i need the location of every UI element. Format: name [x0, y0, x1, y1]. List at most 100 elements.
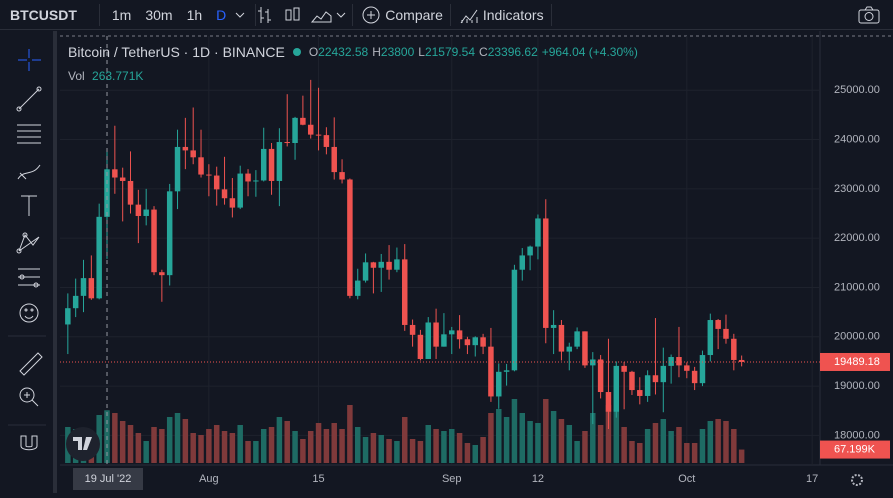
indicators-button[interactable]: Indicators	[482, 6, 544, 23]
y-tick-label: 23000.00	[834, 183, 880, 195]
candle-body	[151, 209, 157, 273]
candle-body	[503, 370, 510, 372]
legend-change: +964.04 (+4.30%)	[541, 45, 638, 59]
volume-bar	[354, 427, 361, 463]
candle-body	[190, 150, 196, 158]
chevron[interactable]	[233, 8, 247, 22]
candle-body	[323, 135, 330, 147]
candle-body	[245, 173, 251, 182]
candle-body	[370, 262, 377, 268]
volume-bar	[245, 441, 251, 463]
candle-body	[417, 334, 424, 359]
candle-body	[590, 359, 596, 366]
candle-body	[276, 142, 283, 181]
candle-body	[621, 365, 627, 372]
volume-bar	[472, 445, 478, 463]
candle-body	[213, 175, 220, 190]
candle-body	[691, 370, 698, 384]
volume-bar	[707, 421, 714, 463]
legend-key: C	[479, 45, 488, 59]
candle-body	[237, 173, 243, 208]
candle-body	[582, 331, 588, 366]
candle-body	[166, 191, 173, 276]
interval[interactable]: D	[216, 6, 227, 23]
volume-bar	[159, 429, 165, 463]
volume-bar	[127, 425, 134, 463]
candle-body	[80, 278, 87, 296]
candle-body	[496, 371, 502, 397]
volume-bar	[543, 399, 549, 463]
candle-body	[354, 280, 361, 296]
top-toolbar: BTCUSDT 1m 30m 1h D Compare Indicators	[0, 0, 893, 30]
volume-bar	[119, 421, 126, 463]
candle-body	[88, 278, 95, 299]
candle-body	[292, 117, 298, 144]
volume-bar	[402, 417, 408, 463]
candle-body	[527, 246, 533, 256]
y-tick-label: 21000.00	[834, 281, 880, 293]
volume-bar	[621, 427, 627, 463]
drawing-tools[interactable]	[0, 31, 53, 493]
y-tick-label: 22000.00	[834, 232, 880, 244]
candle-body	[253, 180, 259, 182]
volume-bar	[339, 429, 345, 463]
y-tick-label: 19000.00	[834, 380, 880, 392]
volume-bar	[315, 423, 322, 463]
status-dot	[292, 48, 301, 56]
volume-bar	[394, 441, 400, 463]
volume-bar	[527, 421, 533, 463]
snapshot-icon[interactable]	[857, 5, 881, 25]
candle-body	[550, 324, 557, 328]
volume-bar	[605, 405, 612, 463]
compare-icon[interactable]	[361, 5, 381, 25]
candle-body	[104, 169, 110, 217]
interval[interactable]: 1m	[111, 6, 132, 23]
candle-body	[723, 328, 729, 339]
volume-bar	[464, 443, 471, 463]
compare-button[interactable]: Compare	[385, 6, 443, 23]
candle-body	[668, 357, 674, 366]
y-tick-label: 24000.00	[834, 133, 880, 145]
volume-bar	[284, 421, 290, 463]
volume-key: Vol	[68, 69, 85, 83]
legend-low: 21579.54	[424, 45, 476, 59]
last-price-box	[820, 352, 890, 371]
candle-body	[331, 146, 337, 173]
candle-body	[402, 259, 408, 325]
candle-body	[300, 117, 306, 125]
volume-bar	[597, 425, 604, 463]
interval[interactable]: 1h	[186, 6, 203, 23]
volume-bar	[558, 419, 565, 463]
volume-bar	[738, 449, 745, 463]
x-tick-label: 15	[312, 473, 324, 485]
legend-high: 23800	[380, 45, 415, 59]
settings-icon	[851, 474, 863, 486]
volume-bar	[676, 427, 682, 463]
candle-body	[613, 365, 620, 412]
volume-bar	[488, 413, 494, 463]
candle-body	[425, 322, 431, 359]
chart-type-icons[interactable]	[256, 4, 346, 26]
interval[interactable]: 30m	[145, 6, 173, 23]
volume-bar	[229, 433, 236, 463]
volume-bar	[425, 425, 431, 463]
volume-bar	[174, 413, 181, 463]
volume-bar	[323, 429, 330, 463]
candle-body	[268, 148, 275, 181]
separator	[449, 3, 451, 26]
candle-body	[409, 324, 416, 335]
candle-body	[629, 371, 635, 391]
symbol[interactable]: BTCUSDT	[10, 6, 77, 23]
volume-bar	[660, 419, 667, 463]
volume-bar	[409, 439, 416, 463]
candle-body	[660, 365, 667, 383]
volume-bar	[378, 435, 384, 463]
drawing-toolbar	[0, 31, 57, 493]
candle-body	[738, 359, 745, 362]
candle-body	[433, 322, 439, 347]
indicators-icon[interactable]	[459, 5, 479, 25]
volume-legend: Vol 263.771K	[68, 69, 143, 83]
candle-body	[488, 346, 494, 397]
candle-body	[637, 390, 643, 396]
volume-bar	[135, 433, 142, 463]
